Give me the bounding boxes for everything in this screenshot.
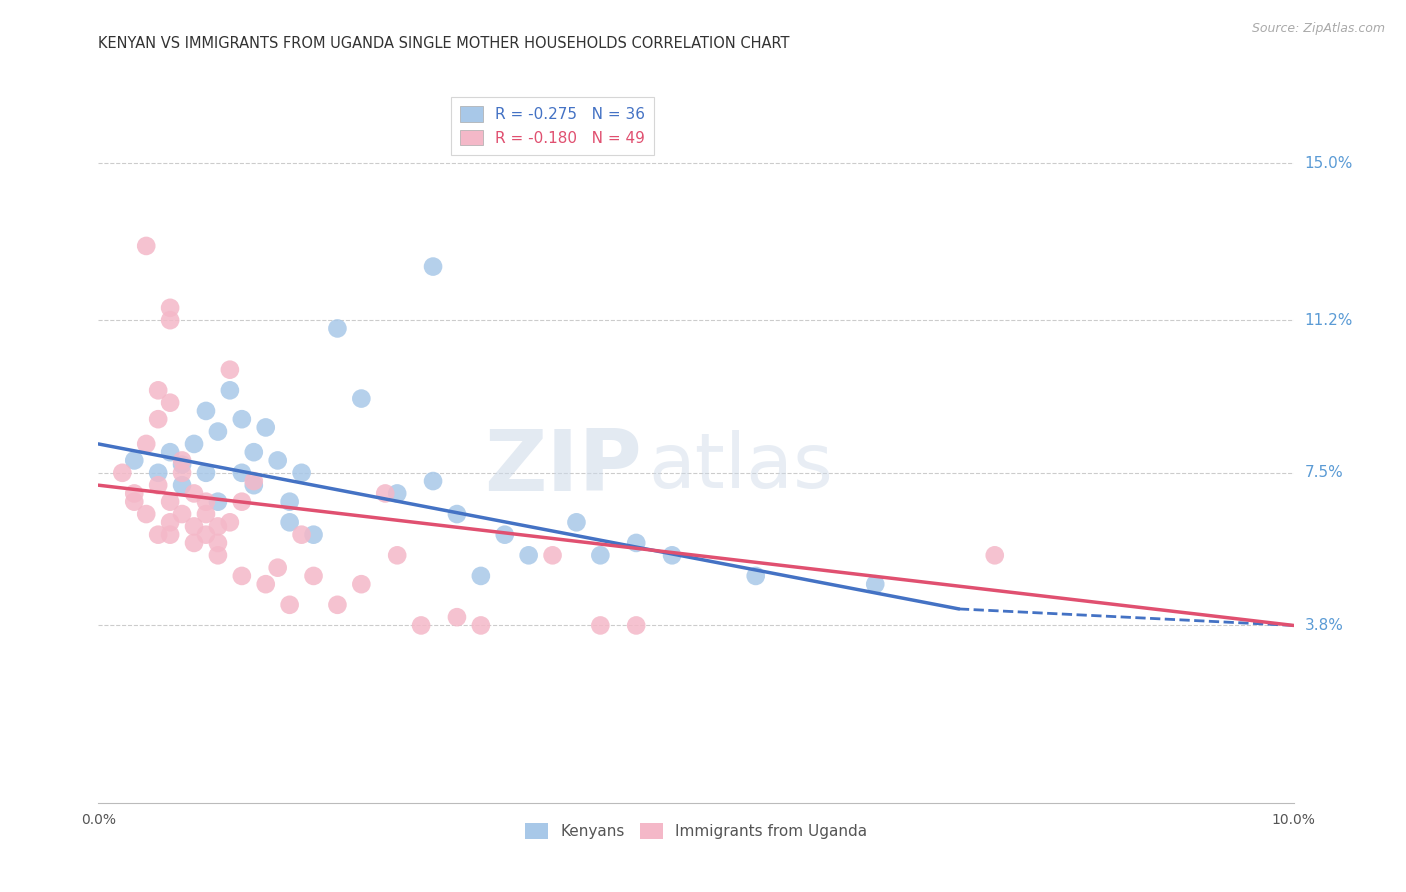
Point: [159, 313, 181, 327]
Point: [470, 618, 492, 632]
Point: [231, 569, 253, 583]
Point: [589, 618, 612, 632]
Point: [326, 598, 349, 612]
Point: [984, 549, 1007, 563]
Point: [422, 260, 444, 274]
Point: [195, 507, 218, 521]
Point: [231, 466, 253, 480]
Point: [626, 618, 648, 632]
Point: [207, 549, 229, 563]
Point: [446, 507, 468, 521]
Point: [159, 494, 181, 508]
Point: [291, 466, 314, 480]
Point: [172, 478, 194, 492]
Point: [183, 486, 205, 500]
Point: [195, 494, 218, 508]
Point: [148, 466, 170, 480]
Point: [385, 486, 409, 500]
Point: [207, 536, 229, 550]
Legend: Kenyans, Immigrants from Uganda: Kenyans, Immigrants from Uganda: [519, 817, 873, 845]
Point: [517, 549, 540, 563]
Text: KENYAN VS IMMIGRANTS FROM UGANDA SINGLE MOTHER HOUSEHOLDS CORRELATION CHART: KENYAN VS IMMIGRANTS FROM UGANDA SINGLE …: [98, 36, 790, 51]
Point: [172, 458, 194, 472]
Point: [148, 384, 170, 398]
Point: [183, 437, 205, 451]
Point: [207, 494, 229, 508]
Text: Source: ZipAtlas.com: Source: ZipAtlas.com: [1251, 22, 1385, 36]
Point: [374, 486, 396, 500]
Point: [350, 392, 373, 406]
Point: [302, 569, 325, 583]
Point: [219, 516, 242, 530]
Point: [172, 453, 194, 467]
Text: ZIP: ZIP: [485, 425, 643, 509]
Text: 15.0%: 15.0%: [1305, 156, 1353, 171]
Point: [159, 527, 181, 541]
Point: [135, 239, 157, 253]
Point: [267, 453, 290, 467]
Point: [291, 527, 314, 541]
Point: [124, 453, 146, 467]
Text: 11.2%: 11.2%: [1305, 313, 1353, 327]
Point: [207, 425, 229, 439]
Point: [195, 527, 218, 541]
Text: 3.8%: 3.8%: [1305, 618, 1344, 633]
Point: [626, 536, 648, 550]
Point: [243, 474, 266, 488]
Point: [422, 474, 444, 488]
Point: [494, 527, 516, 541]
Point: [278, 516, 301, 530]
Point: [385, 549, 409, 563]
Point: [172, 466, 194, 480]
Point: [135, 437, 157, 451]
Point: [254, 577, 277, 591]
Point: [148, 527, 170, 541]
Point: [589, 549, 612, 563]
Point: [745, 569, 768, 583]
Point: [172, 507, 194, 521]
Point: [254, 420, 277, 434]
Point: [470, 569, 492, 583]
Point: [302, 527, 325, 541]
Point: [231, 412, 253, 426]
Point: [195, 404, 218, 418]
Text: 7.5%: 7.5%: [1305, 466, 1343, 480]
Point: [350, 577, 373, 591]
Point: [326, 321, 349, 335]
Point: [159, 445, 181, 459]
Point: [278, 598, 301, 612]
Point: [159, 301, 181, 315]
Text: atlas: atlas: [648, 431, 832, 504]
Point: [865, 577, 887, 591]
Point: [219, 362, 242, 376]
Point: [159, 395, 181, 409]
Point: [278, 494, 301, 508]
Point: [148, 478, 170, 492]
Point: [159, 516, 181, 530]
Point: [411, 618, 433, 632]
Point: [231, 494, 253, 508]
Point: [124, 486, 146, 500]
Point: [183, 536, 205, 550]
Point: [135, 507, 157, 521]
Point: [148, 412, 170, 426]
Point: [183, 519, 205, 533]
Point: [207, 519, 229, 533]
Point: [243, 445, 266, 459]
Point: [661, 549, 683, 563]
Point: [124, 494, 146, 508]
Point: [219, 384, 242, 398]
Point: [541, 549, 564, 563]
Point: [565, 516, 588, 530]
Point: [243, 478, 266, 492]
Point: [195, 466, 218, 480]
Point: [446, 610, 468, 624]
Point: [267, 560, 290, 574]
Point: [111, 466, 134, 480]
